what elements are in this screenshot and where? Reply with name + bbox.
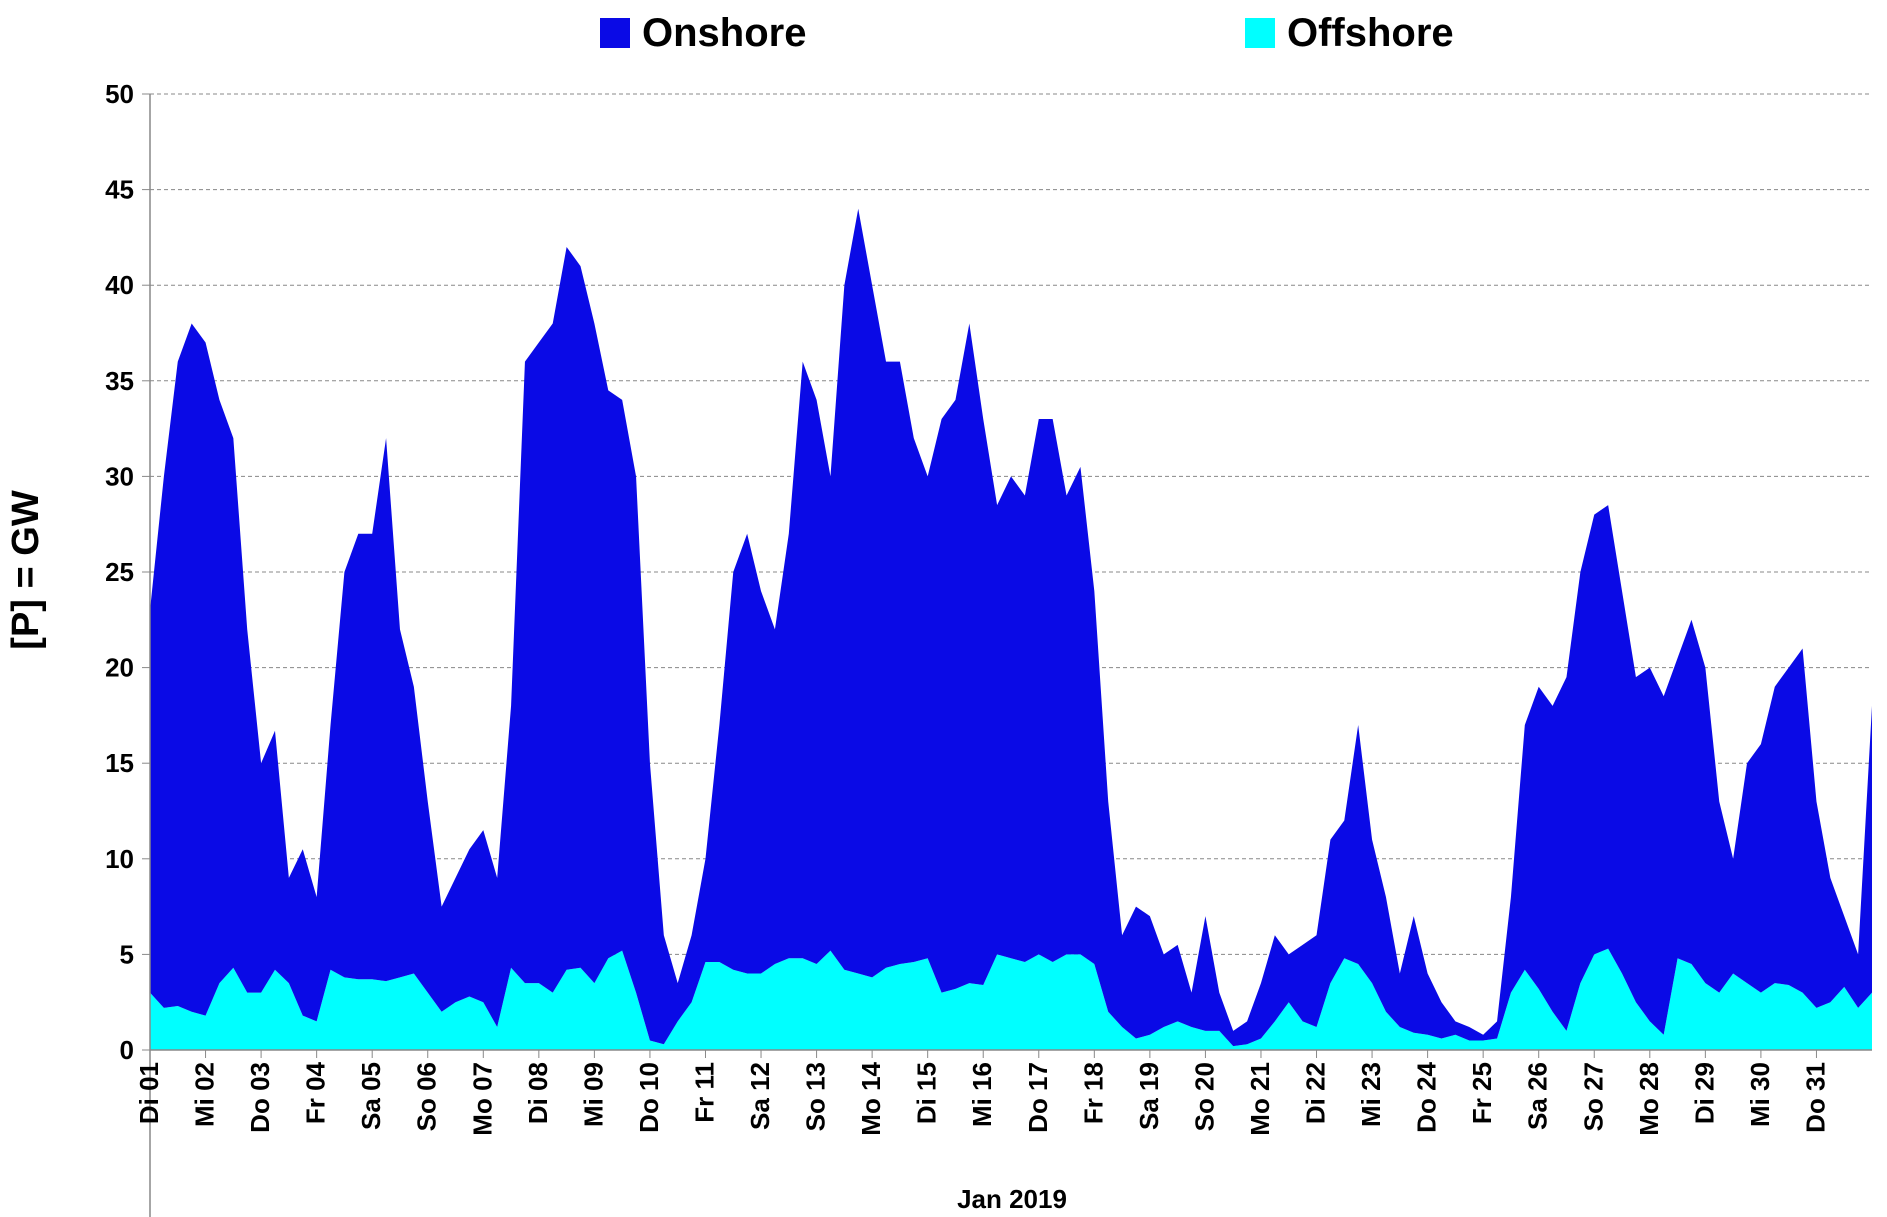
- area: [150, 948, 1872, 1050]
- x-tick-label: Sa 19: [1134, 1062, 1164, 1130]
- y-tick-label: 10: [105, 844, 134, 874]
- area: [150, 208, 1872, 1047]
- x-tick-label: Mo 07: [467, 1062, 497, 1136]
- x-axis-label: Jan 2019: [957, 1184, 1067, 1214]
- x-tick-label: Fr 04: [301, 1061, 331, 1124]
- legend-swatch: [1245, 18, 1275, 48]
- x-tick-label: Di 01: [134, 1062, 164, 1124]
- x-tick-label: Fr 18: [1078, 1062, 1108, 1124]
- y-tick-label: 20: [105, 653, 134, 683]
- x-tick-label: Do 24: [1412, 1061, 1442, 1132]
- y-tick-label: 15: [105, 748, 134, 778]
- x-tick-label: Mo 28: [1634, 1062, 1664, 1136]
- x-tick-label: Do 10: [634, 1062, 664, 1133]
- x-tick-label: Do 03: [245, 1062, 275, 1133]
- legend-swatch: [600, 18, 630, 48]
- legend-label: Offshore: [1287, 11, 1454, 55]
- y-tick-label: 45: [105, 175, 134, 205]
- x-tick-label: Di 15: [912, 1062, 942, 1124]
- x-tick-label: Di 29: [1689, 1062, 1719, 1124]
- y-tick-label: 30: [105, 461, 134, 491]
- x-tick-label: Di 08: [523, 1062, 553, 1124]
- y-axis-label: [P] = GW: [5, 490, 47, 650]
- legend-label: Onshore: [642, 11, 806, 55]
- x-tick-label: Sa 05: [356, 1062, 386, 1130]
- x-tick-label: So 13: [801, 1062, 831, 1131]
- x-tick-label: Sa 26: [1523, 1062, 1553, 1130]
- y-tick-label: 35: [105, 366, 134, 396]
- x-tick-label: Mo 14: [856, 1061, 886, 1135]
- x-tick-label: Do 31: [1800, 1062, 1830, 1133]
- x-tick-label: Mo 21: [1245, 1062, 1275, 1136]
- x-tick-label: Mi 02: [190, 1062, 220, 1127]
- x-tick-label: Sa 12: [745, 1062, 775, 1130]
- x-tick-label: Mi 16: [967, 1062, 997, 1127]
- y-tick-label: 40: [105, 270, 134, 300]
- x-tick-label: Fr 25: [1467, 1062, 1497, 1124]
- x-tick-label: So 27: [1578, 1062, 1608, 1131]
- y-tick-label: 25: [105, 557, 134, 587]
- x-tick-label: Mi 23: [1356, 1062, 1386, 1127]
- x-tick-label: Mi 09: [578, 1062, 608, 1127]
- x-tick-label: Do 17: [1023, 1062, 1053, 1133]
- x-tick-label: So 20: [1189, 1062, 1219, 1131]
- x-tick-label: Fr 11: [689, 1062, 719, 1123]
- x-tick-label: Di 22: [1301, 1062, 1331, 1124]
- x-tick-label: Mi 30: [1745, 1062, 1775, 1127]
- x-tick-label: So 06: [412, 1062, 442, 1131]
- y-tick-label: 5: [120, 939, 134, 969]
- y-tick-label: 0: [120, 1035, 134, 1065]
- y-tick-label: 50: [105, 79, 134, 109]
